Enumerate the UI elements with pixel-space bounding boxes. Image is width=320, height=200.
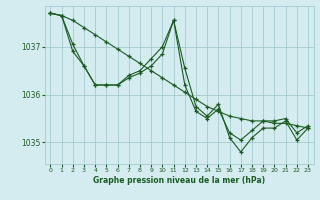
X-axis label: Graphe pression niveau de la mer (hPa): Graphe pression niveau de la mer (hPa) — [93, 176, 265, 185]
